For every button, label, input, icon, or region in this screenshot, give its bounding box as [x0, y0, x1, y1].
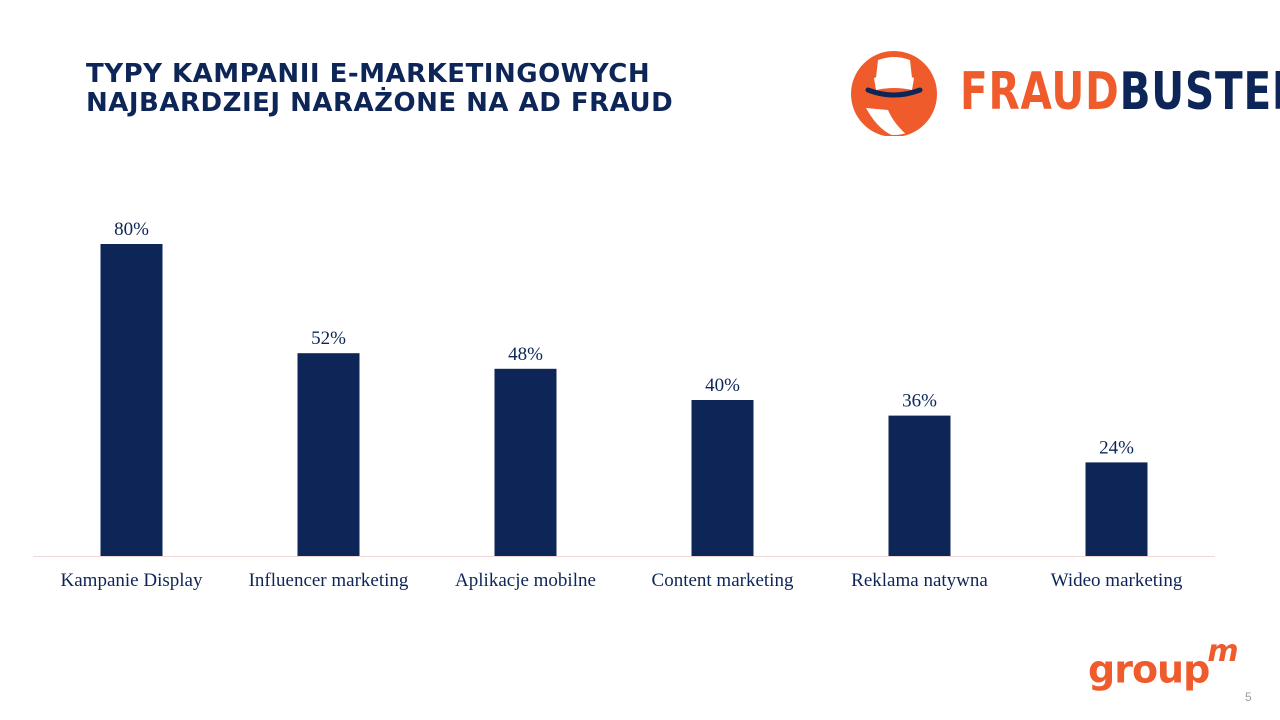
title-line-2: NAJBARDZIEJ NARAŻONE NA AD FRAUD: [86, 88, 674, 118]
data-label: 36%: [902, 391, 937, 412]
bar: [1085, 462, 1148, 556]
fraudbusters-logo: FRAUDBUSTERS: [848, 50, 1280, 140]
bar: [494, 368, 557, 556]
groupm-logo-sup: m: [1207, 634, 1238, 669]
bar: [297, 353, 360, 556]
data-label: 48%: [508, 344, 543, 365]
data-label: 80%: [114, 219, 149, 240]
slide-title: TYPY KAMPANII E-MARKETINGOWYCH NAJBARDZI…: [86, 60, 673, 118]
fraudbusters-wordmark: FRAUDBUSTERS: [960, 62, 1280, 122]
x-tick-label: Wideo marketing: [1051, 570, 1183, 591]
bar-chart: 80% Kampanie Display 52% Influencer marketi…: [33, 219, 1215, 591]
groupm-logo-text: group: [1088, 647, 1210, 692]
data-label: 52%: [311, 328, 346, 349]
bar: [888, 415, 951, 556]
page-number: 5: [1245, 690, 1252, 704]
x-tick-label: Content marketing: [652, 570, 794, 591]
data-label: 40%: [705, 375, 740, 396]
logo-word-busters: BUSTERS: [1119, 62, 1280, 122]
logo-word-fraud: FRAUD: [960, 62, 1120, 122]
detective-hat-icon: [851, 51, 937, 136]
data-label: 24%: [1099, 437, 1134, 458]
x-tick-label: Influencer marketing: [249, 570, 409, 591]
x-tick-label: Reklama natywna: [851, 570, 988, 591]
bar: [100, 244, 163, 556]
groupm-logo: groupm: [1088, 634, 1239, 692]
title-line-1: TYPY KAMPANII E-MARKETINGOWYCH: [86, 59, 651, 89]
bar: [691, 400, 754, 556]
x-tick-label: Kampanie Display: [61, 570, 203, 591]
x-tick-label: Aplikacje mobilne: [455, 570, 596, 591]
